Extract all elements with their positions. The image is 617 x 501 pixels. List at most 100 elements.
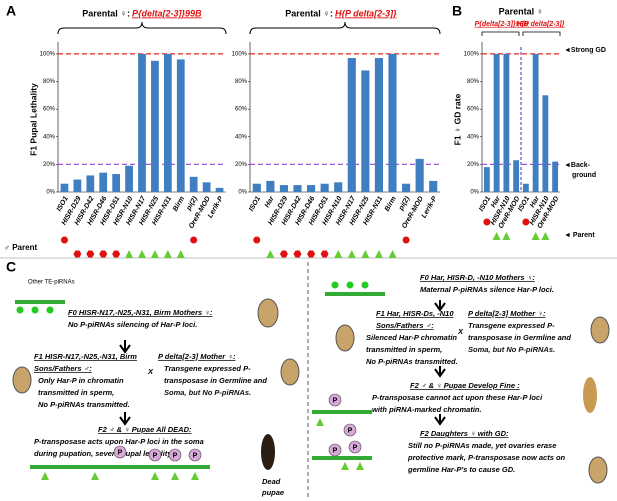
annotation: ◄ Parent xyxy=(564,232,595,239)
locus xyxy=(31,306,39,314)
diagram-text: transposase in Germline and xyxy=(164,376,267,385)
fly xyxy=(588,456,608,484)
parent-marker xyxy=(190,236,198,244)
annotation: ◄Strong GD xyxy=(564,47,606,54)
diagram-text: Soma, but No P-piRNAs. xyxy=(468,345,555,354)
parent-marker xyxy=(361,250,370,258)
group-label: P{delta[2-3]}99B xyxy=(474,21,528,28)
p-transposase xyxy=(343,423,357,437)
p-element xyxy=(356,462,364,470)
diagram-text: F2 ♂ & ♀ Pupae All DEAD: xyxy=(98,425,192,434)
chart-title: Parental ♀ xyxy=(499,6,544,16)
diagram-text: Soma, but No P-piRNAs. xyxy=(164,388,251,397)
bar xyxy=(483,167,490,192)
brace xyxy=(57,21,227,35)
x-tick-label: Birm xyxy=(384,195,398,212)
bar xyxy=(202,182,211,192)
bar xyxy=(99,172,108,192)
parent-marker xyxy=(502,232,511,240)
diagram-text: transmitted in sperm, xyxy=(366,345,442,354)
y-tick-label: 0% xyxy=(46,190,55,196)
diagram-text: Silenced Har-P chromatin xyxy=(366,333,457,342)
bar xyxy=(279,185,288,192)
p-element xyxy=(171,472,179,480)
y-tick-label: 100% xyxy=(232,51,248,57)
p-transposase xyxy=(328,393,342,407)
bar xyxy=(307,185,316,192)
p-transposase xyxy=(188,448,202,462)
parent-marker xyxy=(266,250,275,258)
bar xyxy=(402,183,411,192)
y-tick-label: 20% xyxy=(235,162,248,168)
diagram-text: Other TE-piRNAs xyxy=(28,280,75,286)
bar xyxy=(189,176,198,192)
bar xyxy=(429,180,438,192)
annotation: ground xyxy=(572,172,596,179)
p-transposase xyxy=(328,443,342,457)
bar xyxy=(151,60,159,192)
y-tick-label: 60% xyxy=(235,107,248,113)
bar xyxy=(552,161,559,192)
chart-subtitle: P{delta[2-3]}99B xyxy=(132,8,202,18)
bar xyxy=(215,187,224,192)
x-tick-label: Har xyxy=(264,194,277,209)
p-element xyxy=(151,472,159,480)
pupa xyxy=(583,377,597,413)
p-element xyxy=(91,472,99,480)
fly xyxy=(590,316,610,344)
bar xyxy=(415,158,424,192)
bar xyxy=(252,183,261,192)
arrow xyxy=(119,300,446,426)
chromosome xyxy=(15,300,65,304)
diagram-text: transposase in Germline and xyxy=(468,333,571,342)
parent-label: ♂ Parent xyxy=(4,243,37,252)
annotation: ◄Back- xyxy=(564,162,591,169)
p-element xyxy=(341,462,349,470)
bar xyxy=(361,70,370,192)
parent-marker xyxy=(99,250,108,258)
p-element xyxy=(191,472,199,480)
x-tick-label: ISO1 xyxy=(248,195,262,212)
y-tick-label: 100% xyxy=(464,51,480,57)
y-axis-label: F1 Pupal Lethality xyxy=(28,83,38,156)
y-tick-label: 0% xyxy=(470,190,479,196)
locus xyxy=(361,281,369,289)
diagram-text: F2 Daughters ♀ with GD: xyxy=(420,429,509,438)
p-label: P xyxy=(353,444,358,451)
parent-marker xyxy=(320,250,329,258)
parent-marker xyxy=(125,250,134,258)
parent-marker xyxy=(388,250,397,258)
parent-marker xyxy=(112,250,121,258)
y-tick-label: 80% xyxy=(235,79,248,85)
p-label: P xyxy=(118,449,123,456)
diagram-text: F1 Har, HISR-Ds, -N10 xyxy=(376,309,454,318)
locus xyxy=(331,281,339,289)
parent-marker xyxy=(138,250,146,258)
chromosome xyxy=(325,292,385,296)
p-transposase xyxy=(348,440,362,454)
parent-marker xyxy=(334,250,343,258)
diagram-text: Still no P-piRNAs made, yet ovaries eras… xyxy=(408,441,556,450)
brace xyxy=(481,31,561,36)
panel-label: B xyxy=(452,3,462,19)
p-transposase xyxy=(168,448,182,462)
bar xyxy=(73,179,82,192)
chromosome xyxy=(312,456,372,460)
diagram-text: No P-piRNAs transmitted. xyxy=(38,400,130,409)
bar xyxy=(86,175,95,192)
diagram-text: Only Har-P in chromatin xyxy=(38,376,124,385)
parent-marker xyxy=(347,250,356,258)
diagram-text: germline Har-P's to cause GD. xyxy=(407,465,515,474)
bar xyxy=(513,160,520,192)
diagram-text: Transgene expressed P- xyxy=(164,364,251,373)
bar xyxy=(125,165,133,192)
diagram-text: P delta[2-3] Mother ♀: xyxy=(468,309,546,318)
diagram-text: Maternal P-piRNAs silence Har-P loci. xyxy=(420,285,554,294)
diagram-text: F0 Har, HISR-D, -N10 Mothers ♀: xyxy=(420,273,535,282)
y-tick-label: 80% xyxy=(43,79,56,85)
locus xyxy=(346,281,354,289)
p-label: P xyxy=(173,452,178,459)
parent-marker xyxy=(293,250,302,258)
y-tick-label: 60% xyxy=(43,107,56,113)
